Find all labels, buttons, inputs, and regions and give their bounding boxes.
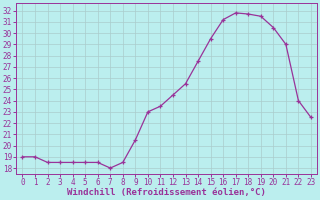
X-axis label: Windchill (Refroidissement éolien,°C): Windchill (Refroidissement éolien,°C) — [67, 188, 266, 197]
